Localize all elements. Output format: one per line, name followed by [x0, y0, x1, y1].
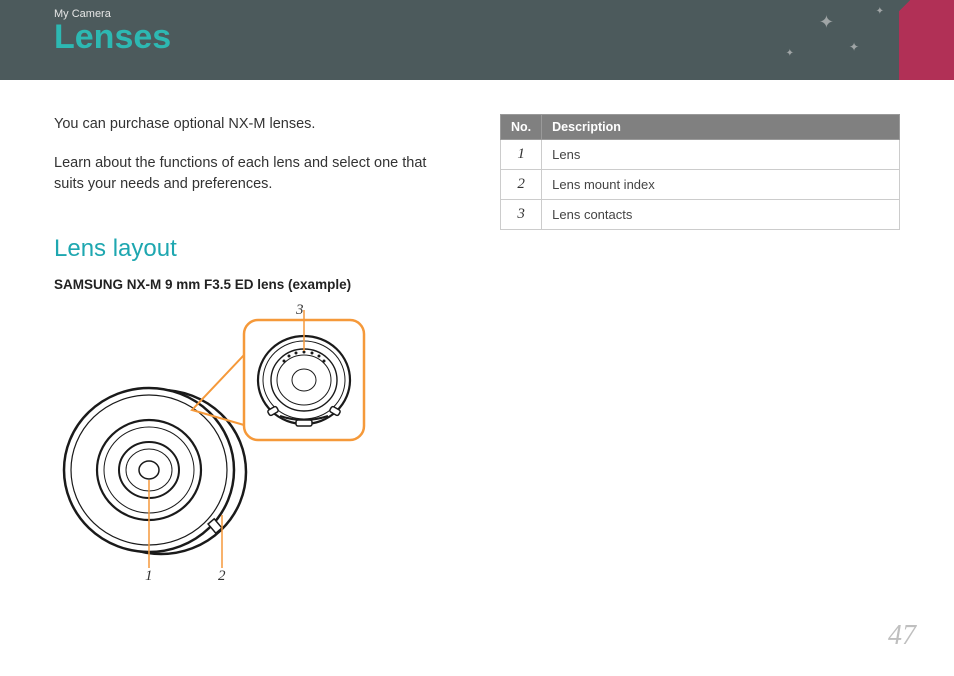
table-header-row: No. Description [501, 115, 900, 140]
callout-3: 3 [296, 302, 304, 319]
cell-desc: Lens contacts [542, 200, 900, 230]
content-area: You can purchase optional NX-M lenses. L… [0, 80, 954, 590]
sparkle-icon: ✦ [876, 6, 884, 17]
col-no: No. [501, 115, 542, 140]
callout-1: 1 [145, 568, 153, 585]
cell-desc: Lens mount index [542, 170, 900, 200]
right-column: No. Description 1 Lens 2 Lens mount inde… [500, 114, 900, 590]
cell-no: 3 [501, 200, 542, 230]
parts-table: No. Description 1 Lens 2 Lens mount inde… [500, 114, 900, 230]
sparkle-icon: ✦ [786, 48, 794, 59]
page-number: 47 [888, 620, 916, 652]
lens-diagram-svg [54, 310, 384, 590]
cell-no: 1 [501, 140, 542, 170]
example-label: SAMSUNG NX-M 9 mm F3.5 ED lens (example) [54, 277, 460, 292]
col-desc: Description [542, 115, 900, 140]
table-row: 2 Lens mount index [501, 170, 900, 200]
intro-paragraph-2: Learn about the functions of each lens a… [54, 153, 460, 195]
section-heading: Lens layout [54, 235, 460, 263]
intro-paragraph-1: You can purchase optional NX-M lenses. [54, 114, 460, 135]
callout-2: 2 [218, 568, 226, 585]
cell-desc: Lens [542, 140, 900, 170]
accent-tab [899, 0, 954, 80]
left-column: You can purchase optional NX-M lenses. L… [54, 114, 460, 590]
lens-diagram: 3 1 2 [54, 310, 384, 590]
title-bar: My Camera Lenses ✦ ✦ ✦ ✦ [0, 0, 954, 80]
sparkle-icon: ✦ [849, 40, 859, 54]
table-row: 3 Lens contacts [501, 200, 900, 230]
cell-no: 2 [501, 170, 542, 200]
sparkle-icon: ✦ [819, 12, 834, 33]
table-row: 1 Lens [501, 140, 900, 170]
